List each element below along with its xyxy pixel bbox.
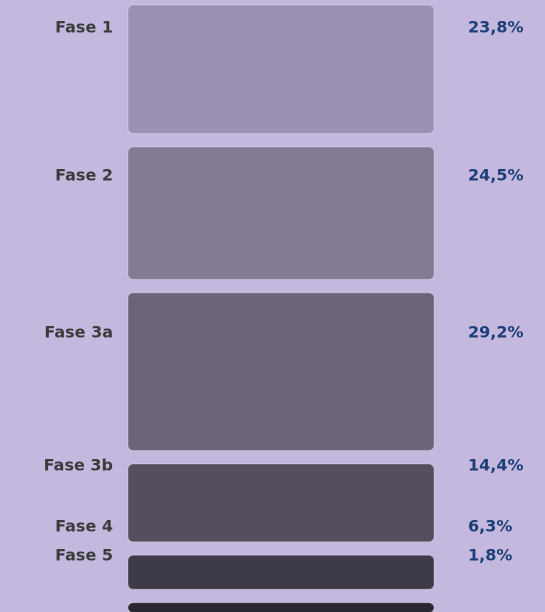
value-label: 1,8% (468, 546, 512, 565)
segment (127, 146, 435, 280)
category-label: Fase 1 (55, 18, 113, 37)
category-label: Fase 3b (44, 456, 113, 475)
segment (127, 4, 435, 135)
category-label: Fase 5 (55, 546, 113, 565)
value-label: 23,8% (468, 18, 524, 37)
value-label: 14,4% (468, 456, 524, 475)
segment (127, 292, 435, 451)
segment (127, 463, 435, 543)
value-label: 24,5% (468, 166, 524, 185)
segment (127, 602, 435, 612)
category-label: Fase 2 (55, 166, 113, 185)
category-label: Fase 4 (55, 517, 113, 536)
value-label: 6,3% (468, 517, 512, 536)
category-label: Fase 3a (44, 323, 113, 342)
value-label: 29,2% (468, 323, 524, 342)
segment (127, 554, 435, 590)
